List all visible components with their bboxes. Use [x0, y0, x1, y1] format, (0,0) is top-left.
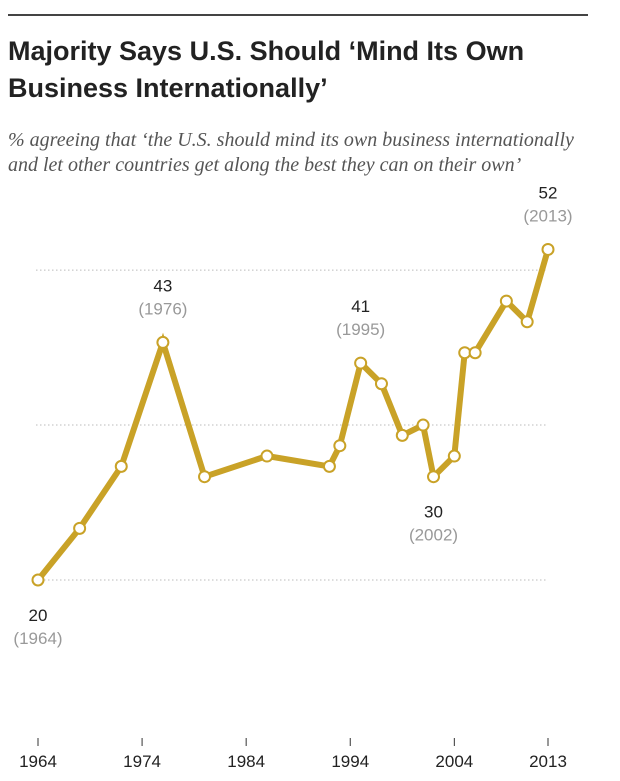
- data-point-1968: [73, 521, 87, 535]
- data-label-year-1995: (1995): [336, 320, 385, 339]
- data-point-1972: [114, 459, 128, 473]
- data-point-2013: [541, 242, 555, 256]
- data-label-value-2013: 52: [539, 183, 558, 202]
- data-point-2001: [416, 418, 430, 432]
- data-point-2006: [468, 346, 482, 360]
- data-label-year-2002: (2002): [409, 526, 458, 545]
- x-tick-label-2013: 2013: [529, 752, 567, 771]
- x-tick-label-1964: 1964: [19, 752, 57, 771]
- chart-title: Majority Says U.S. Should ‘Mind Its Own …: [8, 36, 525, 103]
- data-label-year-2013: (2013): [523, 206, 572, 225]
- top-rule: [8, 14, 588, 16]
- data-point-1964: [31, 573, 45, 587]
- data-point-1992: [322, 459, 336, 473]
- data-label-value-1964: 20: [29, 606, 48, 625]
- x-tick-label-1984: 1984: [227, 752, 265, 771]
- data-point-2004: [447, 449, 461, 463]
- data-label-year-1964: (1964): [13, 629, 62, 648]
- x-tick-label-1994: 1994: [331, 752, 369, 771]
- gridlines: [36, 269, 548, 581]
- x-tick-label-2004: 2004: [435, 752, 473, 771]
- data-points: [31, 242, 555, 587]
- data-labels: 20 (1964) 43 (1976) 41 (1995) 30 (2002) 52 (2013): [13, 183, 572, 648]
- series-line: [35, 248, 551, 582]
- data-point-1995: [354, 356, 368, 370]
- series-line-layer: [35, 248, 551, 582]
- data-point-1986: [260, 449, 274, 463]
- data-point-1993: [333, 439, 347, 453]
- data-point-1997: [374, 377, 388, 391]
- data-point-2005: [458, 346, 472, 360]
- data-point-2011: [520, 315, 534, 329]
- data-label-value-1976: 43: [153, 276, 172, 295]
- data-label-value-2002: 30: [424, 503, 443, 522]
- chart-subtitle: % agreeing that ‘the U.S. should mind it…: [8, 129, 574, 176]
- x-tick-label-1974: 1974: [123, 752, 161, 771]
- data-point-1976: [156, 335, 170, 349]
- x-axis-ticks: 1964 1974 1984 1994 2004 2013: [19, 738, 567, 771]
- data-point-1999: [395, 428, 409, 442]
- data-point-2009: [499, 294, 513, 308]
- data-label-value-1995: 41: [351, 297, 370, 316]
- data-point-1980: [198, 470, 212, 484]
- data-label-year-1976: (1976): [138, 299, 187, 318]
- data-point-2002: [427, 470, 441, 484]
